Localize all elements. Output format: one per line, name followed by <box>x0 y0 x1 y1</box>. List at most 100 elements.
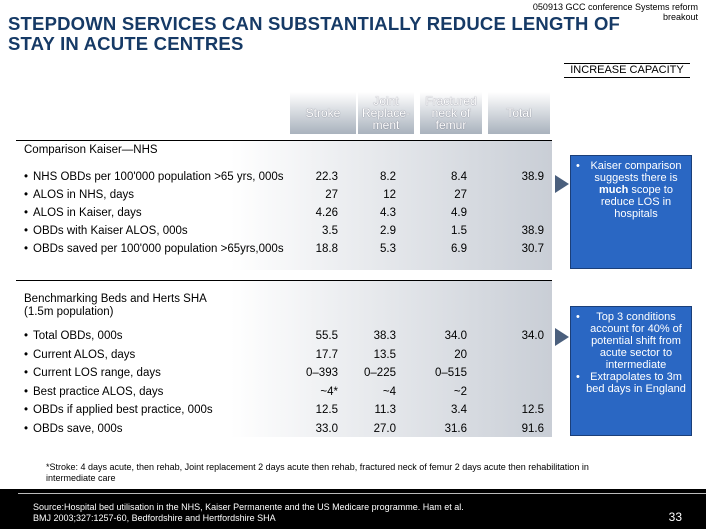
cell-joint-replacement: 27.0 <box>373 422 396 435</box>
section-kaiser-nhs-title: Comparison Kaiser—NHS <box>24 144 158 156</box>
cell-total: 38.9 <box>521 225 544 237</box>
row-label: ALOS in Kaiser, days <box>24 204 142 222</box>
column-header-total: Total <box>488 92 550 134</box>
table-row: Current LOS range, days 0–393 0–225 0–515 <box>24 364 552 382</box>
table-row: OBDs saved per 100'000 population >65yrs… <box>24 240 552 258</box>
page-title: STEPDOWN SERVICES CAN SUBSTANTIALLY REDU… <box>8 14 620 54</box>
row-label: Current LOS range, days <box>24 364 161 382</box>
cell-fractured-neck-of-femur: 6.9 <box>451 243 467 255</box>
arrow-right-icon <box>555 175 569 193</box>
divider <box>16 140 552 141</box>
cell-stroke: 0–393 <box>306 367 338 379</box>
table-row: ALOS in Kaiser, days 4.26 4.3 4.9 <box>24 204 552 222</box>
cell-total: 38.9 <box>521 171 544 183</box>
row-label: Current ALOS, days <box>24 346 135 364</box>
table-row: NHS OBDs per 100'000 population >65 yrs,… <box>24 168 552 186</box>
cell-fractured-neck-of-femur: 27 <box>454 189 467 201</box>
row-label: OBDs with Kaiser ALOS, 000s <box>24 222 188 240</box>
footer-bar <box>0 489 706 529</box>
cell-stroke: 4.26 <box>315 207 338 219</box>
callout-bullet: Top 3 conditions account for 40% of pote… <box>576 311 687 371</box>
reference-label: 050913 GCC conference Systems reform bre… <box>518 2 698 22</box>
cell-joint-replacement: 0–225 <box>364 367 396 379</box>
cell-fractured-neck-of-femur: 1.5 <box>451 225 467 237</box>
cell-fractured-neck-of-femur: 20 <box>454 348 467 361</box>
callout-bullet: Kaiser comparison suggests there is much… <box>576 160 687 220</box>
section-beds-herts-title-line-2: (1.5m population) <box>24 306 114 318</box>
source-citation: Source:Hospital bed utilisation in the N… <box>33 502 464 524</box>
cell-stroke: 12.5 <box>315 404 338 416</box>
page-title-line-1: STEPDOWN SERVICES CAN SUBSTANTIALLY REDU… <box>8 13 621 34</box>
column-header-stroke: Stroke <box>290 92 356 134</box>
row-label: Best practice ALOS, days <box>24 383 163 401</box>
cell-joint-replacement: 4.3 <box>380 207 396 219</box>
cell-stroke: 55.5 <box>315 330 338 342</box>
callout-beds-herts: Top 3 conditions account for 40% of pote… <box>570 306 692 436</box>
source-line-1: Source:Hospital bed utilisation in the N… <box>33 502 464 512</box>
cell-stroke: 33.0 <box>315 422 338 435</box>
row-label: ALOS in NHS, days <box>24 186 134 204</box>
divider <box>16 280 552 281</box>
reference-line-2: breakout <box>662 12 698 22</box>
cell-stroke: 3.5 <box>322 225 338 237</box>
column-header-fnof-line-2: neck of <box>431 106 471 120</box>
cell-total: 12.5 <box>521 404 544 416</box>
table-row: OBDs with Kaiser ALOS, 000s 3.5 2.9 1.5 38.9 <box>24 222 552 240</box>
callout-kaiser: Kaiser comparison suggests there is much… <box>570 155 692 269</box>
column-header-stroke-text: Stroke <box>305 106 341 120</box>
table-row: ALOS in NHS, days 27 12 27 <box>24 186 552 204</box>
cell-joint-replacement: 11.3 <box>374 404 396 416</box>
arrow-right-icon <box>555 328 569 346</box>
cell-fractured-neck-of-femur: 0–515 <box>435 367 467 379</box>
cell-joint-replacement: 2.9 <box>380 225 396 237</box>
column-header-joint-replacement: Joint Replace-ment <box>358 92 414 134</box>
source-line-2: BMJ 2003;327:1257-60, Bedfordshire and H… <box>33 513 276 523</box>
cell-total: 30.7 <box>521 243 544 255</box>
increase-capacity-label: INCREASE CAPACITY <box>564 63 690 78</box>
page-title-line-2: STAY IN ACUTE CENTRES <box>8 33 244 54</box>
column-header-joint-line-1: Joint <box>373 94 399 108</box>
cell-stroke: 22.3 <box>315 171 338 183</box>
column-header-joint-line-3: ment <box>372 118 400 132</box>
cell-joint-replacement: ~4 <box>382 385 396 398</box>
footnote: *Stroke: 4 days acute, then rehab, Joint… <box>46 462 666 484</box>
cell-stroke: 27 <box>325 189 338 201</box>
row-label: OBDs save, 000s <box>24 420 122 438</box>
footer-divider <box>18 493 706 494</box>
cell-fractured-neck-of-femur: 3.4 <box>451 404 467 416</box>
table-row: OBDs if applied best practice, 000s 12.5 1… <box>24 401 552 419</box>
cell-fractured-neck-of-femur: 34.0 <box>444 330 467 342</box>
page-number: 33 <box>668 510 682 524</box>
row-label: NHS OBDs per 100'000 population >65 yrs,… <box>24 168 284 186</box>
callout-bullet: Extrapolates to 3m bed days in England <box>576 371 687 395</box>
row-label: OBDs if applied best practice, 000s <box>24 401 213 419</box>
cell-total: 91.6 <box>521 422 544 435</box>
column-header-total-text: Total <box>506 106 532 120</box>
cell-fractured-neck-of-femur: 31.6 <box>444 422 467 435</box>
cell-fractured-neck-of-femur: ~2 <box>453 385 467 398</box>
cell-stroke: 17.7 <box>315 348 338 361</box>
column-header-fnof-line-3: femur <box>435 118 467 132</box>
table-row: Current ALOS, days 17.7 13.5 20 <box>24 346 552 364</box>
row-label: Total OBDs, 000s <box>24 327 122 345</box>
column-header-fnof-line-1: Fractured <box>425 94 477 108</box>
cell-fractured-neck-of-femur: 8.4 <box>451 171 467 183</box>
table-row: Total OBDs, 000s 55.5 38.3 34.0 34.0 <box>24 327 552 345</box>
footnote-line-1: *Stroke: 4 days acute, then rehab, Joint… <box>46 462 589 472</box>
cell-joint-replacement: 38.3 <box>373 330 396 342</box>
cell-fractured-neck-of-femur: 4.9 <box>451 207 467 219</box>
cell-joint-replacement: 12 <box>383 189 396 201</box>
column-header-fractured-neck-of-femur: Fractured neck of femur <box>420 92 482 134</box>
cell-stroke: ~4* <box>320 385 338 398</box>
table-row: Best practice ALOS, days ~4* ~4 ~2 <box>24 383 552 401</box>
section-beds-herts-title-line-1: Benchmarking Beds and Herts SHA <box>24 293 207 305</box>
cell-joint-replacement: 5.3 <box>380 243 396 255</box>
footnote-line-2: intermediate care <box>46 473 116 483</box>
cell-joint-replacement: 8.2 <box>380 171 396 183</box>
section-beds-herts-title: Benchmarking Beds and Herts SHA (1.5m po… <box>24 293 207 319</box>
reference-line-1: 050913 GCC conference Systems reform <box>532 2 698 12</box>
cell-stroke: 18.8 <box>315 243 338 255</box>
column-header-joint-line-2: Replace- <box>361 106 411 120</box>
table-row: OBDs save, 000s 33.0 27.0 31.6 91.6 <box>24 420 552 438</box>
cell-joint-replacement: 13.5 <box>373 348 396 361</box>
